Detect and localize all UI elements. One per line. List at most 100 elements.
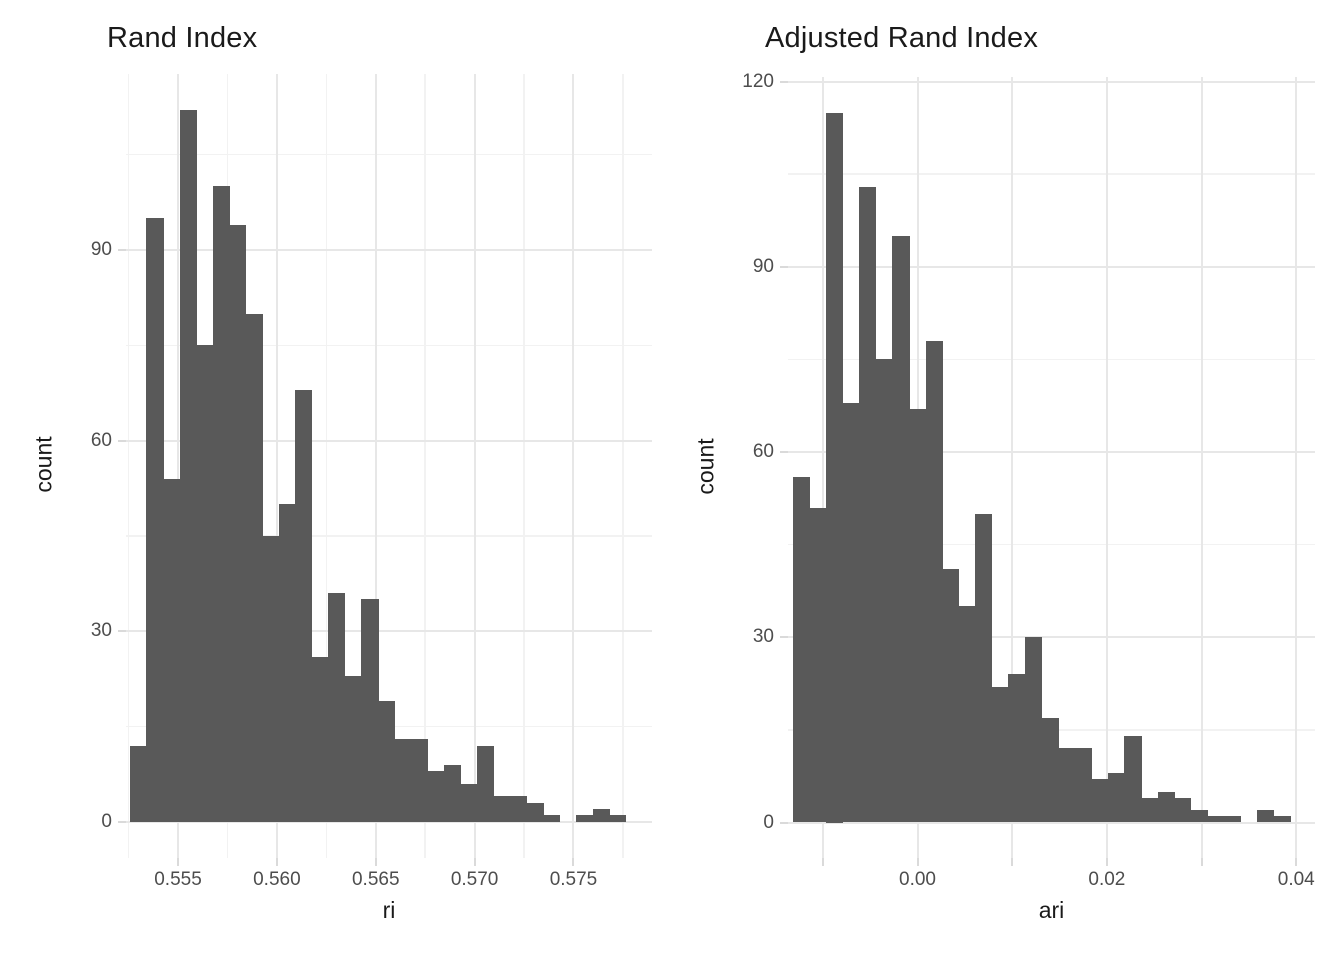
- histogram-bar: [1174, 797, 1192, 823]
- y-major-gridline: [126, 248, 652, 251]
- y-minor-gridline: [788, 173, 1315, 175]
- x-axis-label: ari: [1038, 897, 1065, 923]
- y-axis-tick: [118, 248, 126, 251]
- y-tick-label: 0: [101, 810, 112, 832]
- histogram-bar: [1207, 816, 1225, 823]
- x-axis-tick: [916, 858, 919, 866]
- x-minor-gridline: [523, 74, 525, 858]
- histogram-bar: [991, 686, 1009, 823]
- histogram-bar: [295, 389, 313, 822]
- histogram-bar: [1041, 717, 1059, 823]
- histogram-bar: [328, 593, 346, 822]
- x-major-gridline: [473, 74, 476, 858]
- x-tick-label: 0.02: [1088, 869, 1126, 890]
- histogram-bar: [1190, 810, 1208, 823]
- histogram-bar: [1058, 748, 1076, 823]
- y-axis-tick: [780, 265, 788, 268]
- y-major-gridline: [788, 80, 1315, 83]
- x-minor-gridline: [622, 74, 624, 858]
- y-major-gridline: [788, 451, 1315, 454]
- x-tick-label: 0.570: [450, 869, 499, 890]
- histogram-bar: [1107, 773, 1125, 823]
- histogram-bar: [975, 513, 993, 823]
- x-tick-label: 0.555: [154, 869, 202, 890]
- histogram-bar: [1273, 816, 1291, 823]
- plot-title: Rand Index: [107, 22, 258, 54]
- histogram-bar: [1024, 637, 1043, 823]
- histogram-bar: [1074, 748, 1092, 823]
- y-major-gridline: [126, 439, 652, 442]
- y-major-gridline: [788, 821, 1315, 824]
- histogram-bar: [262, 535, 280, 822]
- y-minor-gridline: [788, 543, 1315, 546]
- x-axis-tick: [275, 858, 278, 866]
- y-tick-label: 60: [752, 441, 774, 463]
- plot-panel: [126, 74, 652, 858]
- histogram-bar: [361, 599, 379, 822]
- x-axis-tick: [821, 858, 824, 866]
- y-axis-tick: [118, 439, 126, 442]
- histogram-bar: [576, 815, 594, 822]
- x-axis-tick: [1200, 858, 1203, 866]
- histogram-bar: [1157, 791, 1175, 823]
- x-axis-tick: [572, 858, 575, 866]
- x-axis-label: ri: [382, 897, 396, 923]
- y-major-gridline: [126, 630, 652, 633]
- histogram-bar: [958, 606, 976, 823]
- histogram-bar: [410, 739, 429, 822]
- y-axis-label: count: [30, 436, 57, 493]
- x-axis-tick: [1105, 858, 1108, 866]
- histogram-bar: [212, 186, 230, 822]
- y-tick-label: 90: [90, 238, 112, 260]
- y-tick-label: 30: [90, 620, 112, 642]
- histogram-bar: [1256, 810, 1275, 823]
- x-tick-label: 0.04: [1277, 869, 1315, 890]
- histogram-bar: [493, 796, 511, 822]
- histogram-bar: [543, 815, 561, 822]
- y-minor-gridline: [126, 344, 652, 347]
- y-axis-tick: [780, 80, 788, 83]
- y-major-gridline: [788, 636, 1315, 639]
- y-tick-label: 90: [752, 255, 774, 277]
- histogram-bar: [909, 408, 927, 823]
- x-minor-gridline: [424, 74, 426, 858]
- histogram-bar: [278, 504, 296, 822]
- x-major-gridline: [821, 77, 824, 858]
- y-major-gridline: [788, 265, 1315, 268]
- histogram-bar: [196, 345, 214, 822]
- y-axis-tick: [118, 630, 126, 633]
- x-major-gridline: [275, 74, 278, 858]
- y-axis-tick: [780, 636, 788, 639]
- histogram-bar: [942, 569, 960, 823]
- histogram-bar: [925, 340, 943, 823]
- x-axis-tick: [177, 858, 179, 866]
- x-axis-tick: [473, 858, 476, 866]
- histogram-bar: [394, 739, 412, 822]
- x-axis-tick: [374, 858, 377, 866]
- x-major-gridline: [374, 74, 377, 858]
- histogram-bar: [377, 701, 396, 822]
- y-major-gridline: [126, 820, 652, 823]
- histogram-bar: [179, 110, 197, 822]
- x-minor-gridline: [325, 74, 328, 858]
- plot-panel: [788, 77, 1315, 858]
- histogram-bar: [129, 745, 148, 822]
- x-major-gridline: [177, 74, 179, 858]
- x-tick-label: 0.560: [253, 869, 301, 890]
- histogram-bar: [1008, 674, 1026, 823]
- y-axis-tick: [118, 820, 126, 823]
- y-minor-gridline: [788, 358, 1315, 361]
- histogram-bar: [526, 802, 544, 822]
- histogram-bar: [875, 359, 894, 823]
- histogram-bar: [229, 224, 247, 822]
- histogram-bar: [592, 809, 610, 822]
- y-minor-gridline: [126, 153, 652, 156]
- histogram-bar: [427, 770, 445, 822]
- histogram-bar: [859, 186, 877, 823]
- x-major-gridline: [572, 74, 575, 858]
- histogram-bar: [826, 112, 844, 823]
- histogram-bar: [460, 783, 478, 822]
- x-axis-tick: [1011, 858, 1014, 866]
- histogram-bar: [793, 476, 811, 823]
- y-tick-label: 0: [763, 811, 774, 833]
